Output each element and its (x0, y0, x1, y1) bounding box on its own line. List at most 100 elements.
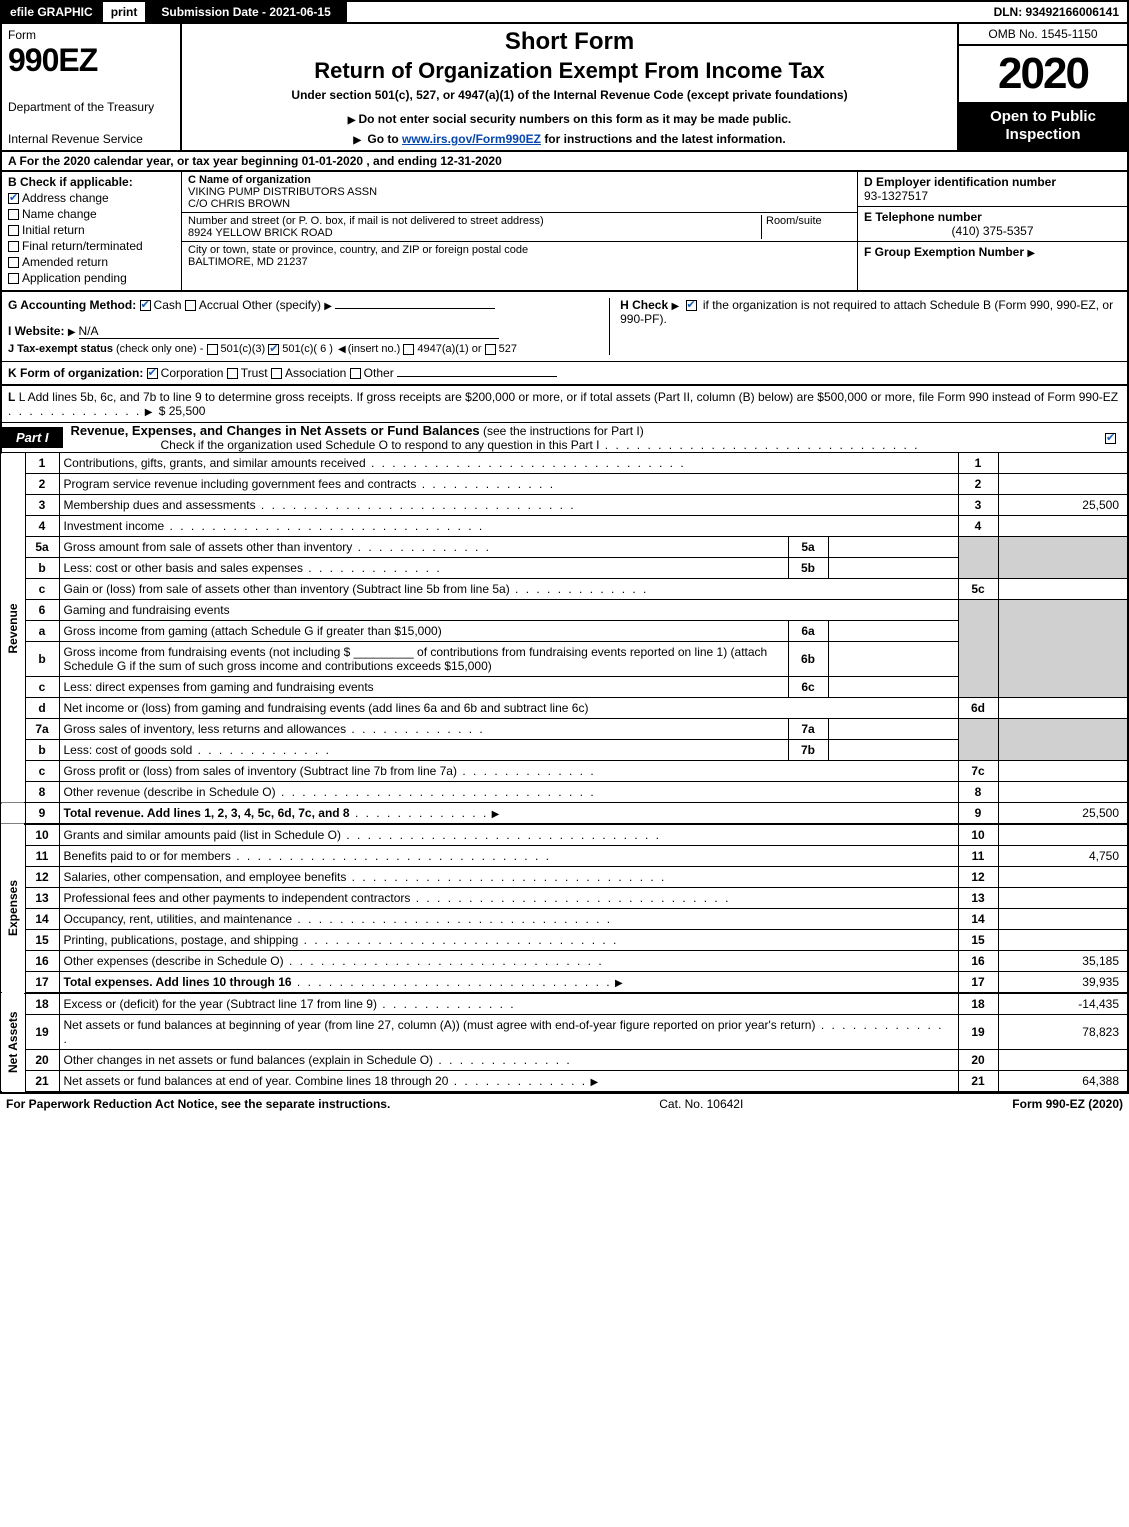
col-d-identifiers: D Employer identification number 93-1327… (857, 172, 1127, 290)
expenses-side-label: Expenses (1, 824, 25, 993)
chk-501c[interactable] (268, 344, 279, 355)
goto-link[interactable]: www.irs.gov/Form990EZ (402, 132, 541, 146)
chk-4947[interactable] (403, 344, 414, 355)
checkbox-icon (1105, 433, 1116, 444)
other-specify-field[interactable] (335, 308, 495, 309)
checkbox-icon (8, 257, 19, 268)
c-name-row: C Name of organization VIKING PUMP DISTR… (182, 172, 857, 213)
page-footer: For Paperwork Reduction Act Notice, see … (0, 1093, 1129, 1114)
line-3: 3 Membership dues and assessments 3 25,5… (1, 495, 1128, 516)
chk-amended-return[interactable]: Amended return (8, 255, 175, 269)
chk-527[interactable] (485, 344, 496, 355)
arrow-icon (324, 298, 335, 312)
arrow-left-icon (336, 343, 348, 355)
g-accounting-method: G Accounting Method: Cash Accrual Other … (8, 298, 609, 312)
short-form-title: Short Form (190, 28, 949, 56)
line-9: 9 Total revenue. Add lines 1, 2, 3, 4, 5… (1, 803, 1128, 825)
omb-number: OMB No. 1545-1150 (959, 24, 1127, 46)
chk-corporation[interactable] (147, 368, 158, 379)
group-exemption-label: F Group Exemption Number (864, 245, 1024, 259)
print-button[interactable]: print (103, 2, 148, 22)
department-label: Department of the Treasury (8, 100, 174, 114)
chk-association[interactable] (271, 368, 282, 379)
irs-label: Internal Revenue Service (8, 132, 174, 146)
arrow-icon (68, 324, 79, 338)
checkbox-icon (8, 193, 19, 204)
room-suite-label: Room/suite (761, 215, 851, 239)
chk-application-pending[interactable]: Application pending (8, 271, 175, 285)
part-1-title: Revenue, Expenses, and Changes in Net As… (71, 423, 480, 438)
line-10: Expenses 10 Grants and similar amounts p… (1, 824, 1128, 846)
chk-accrual[interactable] (185, 300, 196, 311)
open-public-badge: Open to Public Inspection (959, 102, 1127, 150)
under-section: Under section 501(c), 527, or 4947(a)(1)… (190, 88, 949, 102)
c-street-row: Number and street (or P. O. box, if mail… (182, 213, 857, 242)
chk-501c3[interactable] (207, 344, 218, 355)
line-12: 12 Salaries, other compensation, and emp… (1, 867, 1128, 888)
arrow-icon (1027, 245, 1038, 259)
c-name-label: C Name of organization (188, 174, 851, 186)
chk-name-change[interactable]: Name change (8, 207, 175, 221)
form-number: 990EZ (8, 42, 174, 79)
col-b-title: B Check if applicable: (8, 175, 175, 189)
line-7a: 7a Gross sales of inventory, less return… (1, 719, 1128, 740)
return-title: Return of Organization Exempt From Incom… (190, 58, 949, 84)
street-value: 8924 YELLOW BRICK ROAD (188, 227, 761, 239)
section-g-h-i-j: G Accounting Method: Cash Accrual Other … (0, 292, 1129, 362)
org-name: VIKING PUMP DISTRIBUTORS ASSN (188, 186, 851, 198)
line-2: 2 Program service revenue including gove… (1, 474, 1128, 495)
d-group-row: F Group Exemption Number (858, 242, 1127, 290)
ein-value: 93-1327517 (864, 189, 1121, 203)
line-8: 8 Other revenue (describe in Schedule O)… (1, 782, 1128, 803)
phone-value: (410) 375-5357 (864, 224, 1121, 238)
arrow-icon (492, 806, 503, 820)
line-19: 19 Net assets or fund balances at beginn… (1, 1015, 1128, 1050)
efile-label: efile GRAPHIC (2, 2, 103, 22)
line-15: 15 Printing, publications, postage, and … (1, 930, 1128, 951)
chk-other-org[interactable] (350, 368, 361, 379)
part-1-checkbox[interactable] (1105, 431, 1127, 445)
chk-final-return[interactable]: Final return/terminated (8, 239, 175, 253)
footer-form-ref: Form 990-EZ (2020) (1012, 1097, 1123, 1111)
arrow-icon (590, 1074, 601, 1088)
city-value: BALTIMORE, MD 21237 (188, 256, 851, 268)
form-word: Form (8, 28, 174, 42)
line-6: 6 Gaming and fundraising events (1, 600, 1128, 621)
top-bar: efile GRAPHIC print Submission Date - 20… (0, 0, 1129, 24)
chk-schedule-b[interactable] (686, 300, 697, 311)
line-13: 13 Professional fees and other payments … (1, 888, 1128, 909)
arrow-icon (615, 975, 626, 989)
footer-cat-no: Cat. No. 10642I (390, 1097, 1012, 1111)
phone-label: E Telephone number (864, 210, 1121, 224)
line-11: 11 Benefits paid to or for members 11 4,… (1, 846, 1128, 867)
submission-date: Submission Date - 2021-06-15 (147, 2, 346, 22)
do-not-enter: Do not enter social security numbers on … (190, 112, 949, 126)
line-7c: c Gross profit or (loss) from sales of i… (1, 761, 1128, 782)
arrow-icon (145, 404, 156, 418)
street-label: Number and street (or P. O. box, if mail… (188, 215, 761, 227)
line-18: Net Assets 18 Excess or (deficit) for th… (1, 993, 1128, 1015)
col-c-org-info: C Name of organization VIKING PUMP DISTR… (182, 172, 857, 290)
tax-year: 2020 (959, 46, 1127, 102)
c-city-row: City or town, state or province, country… (182, 242, 857, 270)
part-1-sub: Check if the organization used Schedule … (71, 438, 1105, 452)
lines-table: Revenue 1 Contributions, gifts, grants, … (0, 453, 1129, 1093)
chk-trust[interactable] (227, 368, 238, 379)
header-center: Short Form Return of Organization Exempt… (182, 24, 957, 150)
checkbox-icon (8, 209, 19, 220)
part-1-header: Part I Revenue, Expenses, and Changes in… (0, 423, 1129, 453)
info-grid: B Check if applicable: Address change Na… (0, 172, 1129, 292)
chk-address-change[interactable]: Address change (8, 191, 175, 205)
part-1-label: Part I (2, 427, 63, 448)
goto-suffix: for instructions and the latest informat… (544, 132, 785, 146)
j-tax-exempt: J Tax-exempt status (check only one) - 5… (8, 343, 609, 355)
chk-initial-return[interactable]: Initial return (8, 223, 175, 237)
i-website: I Website: N/A (8, 324, 609, 339)
line-16: 16 Other expenses (describe in Schedule … (1, 951, 1128, 972)
chk-cash[interactable] (140, 300, 151, 311)
line-20: 20 Other changes in net assets or fund b… (1, 1050, 1128, 1071)
line-17: 17 Total expenses. Add lines 10 through … (1, 972, 1128, 994)
checkbox-icon (8, 225, 19, 236)
arrow-icon (671, 298, 682, 312)
other-org-field[interactable] (397, 376, 557, 377)
